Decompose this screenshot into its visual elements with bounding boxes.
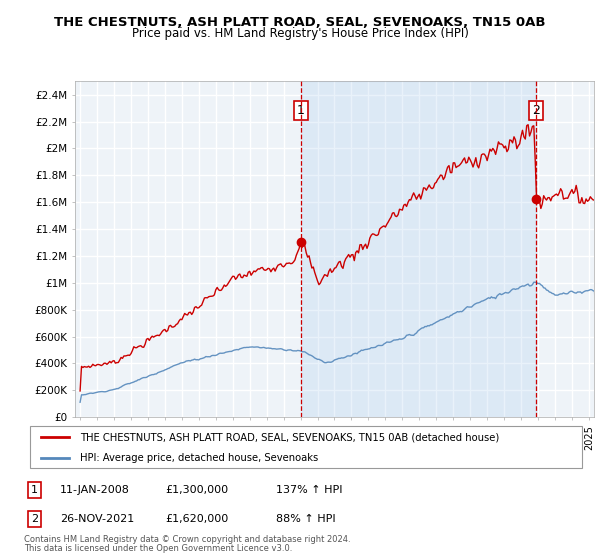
Text: 11-JAN-2008: 11-JAN-2008 [60,485,130,495]
Text: THE CHESTNUTS, ASH PLATT ROAD, SEAL, SEVENOAKS, TN15 0AB (detached house): THE CHESTNUTS, ASH PLATT ROAD, SEAL, SEV… [80,432,499,442]
Text: HPI: Average price, detached house, Sevenoaks: HPI: Average price, detached house, Seve… [80,454,318,463]
Text: 1: 1 [297,104,305,117]
Text: THE CHESTNUTS, ASH PLATT ROAD, SEAL, SEVENOAKS, TN15 0AB: THE CHESTNUTS, ASH PLATT ROAD, SEAL, SEV… [54,16,546,29]
Text: £1,300,000: £1,300,000 [165,485,228,495]
Text: Price paid vs. HM Land Registry's House Price Index (HPI): Price paid vs. HM Land Registry's House … [131,27,469,40]
Bar [301,81,536,417]
Text: Contains HM Land Registry data © Crown copyright and database right 2024.: Contains HM Land Registry data © Crown c… [24,535,350,544]
Text: 137% ↑ HPI: 137% ↑ HPI [276,485,343,495]
Text: 2: 2 [31,514,38,524]
Text: 26-NOV-2021: 26-NOV-2021 [60,514,134,524]
Text: 2: 2 [532,104,540,117]
Text: This data is licensed under the Open Government Licence v3.0.: This data is licensed under the Open Gov… [24,544,292,553]
Text: 88% ↑ HPI: 88% ↑ HPI [276,514,335,524]
Text: 1: 1 [31,485,38,495]
Text: £1,620,000: £1,620,000 [165,514,228,524]
